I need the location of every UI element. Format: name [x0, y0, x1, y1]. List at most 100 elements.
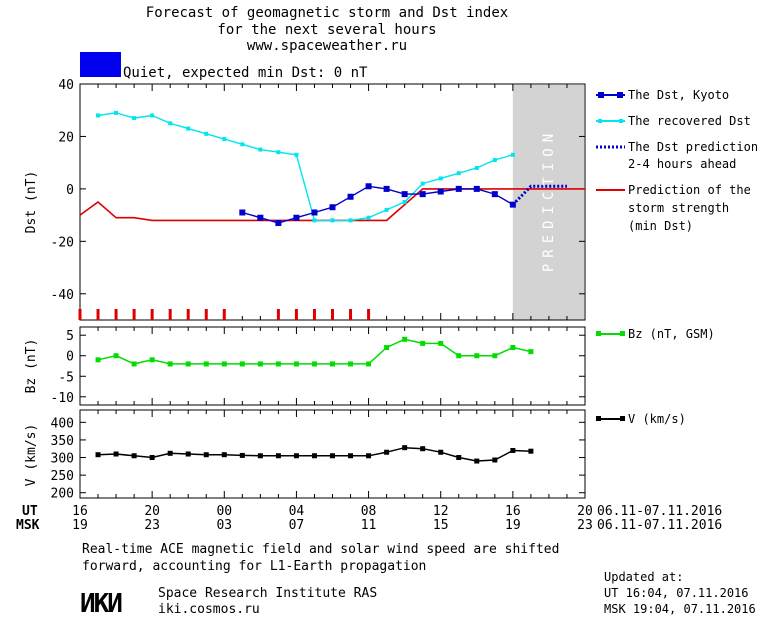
legend-bz-label: Bz (nT, GSM) — [628, 327, 715, 341]
recovered-dst-point — [438, 176, 443, 181]
ut-axis-label: UT — [22, 504, 38, 519]
bz-point — [149, 357, 155, 363]
bz-line — [97, 338, 532, 365]
msk-tick-label: 23 — [577, 518, 593, 533]
dst-y-tick-label: -40 — [51, 288, 74, 303]
ut-date-range: 06.11-07.11.2016 — [597, 504, 722, 519]
v-y-tick-label: 250 — [51, 469, 74, 484]
v-point — [438, 449, 444, 455]
dst-y-tick-label: -20 — [51, 235, 74, 250]
bz-point — [528, 349, 534, 355]
legend-recovered-label: The recovered Dst — [628, 114, 751, 128]
bz-y-tick-label: -10 — [51, 391, 74, 406]
v-point — [203, 452, 209, 458]
legend-recovered-dst: The recovered Dst — [596, 114, 751, 128]
legend-prediction-label-2: 2-4 hours ahead — [628, 157, 736, 171]
updated-ut: UT 16:04, 07.11.2016 — [604, 586, 749, 600]
v-point — [366, 453, 372, 459]
v-point — [149, 455, 155, 461]
legend-storm-strength: Prediction of the storm strength (min Ds… — [596, 183, 751, 233]
v-point — [275, 453, 281, 459]
recovered-dst-point — [474, 165, 479, 170]
dst-kyoto-point — [401, 191, 408, 198]
v-point — [239, 452, 245, 458]
updated-msk: MSK 19:04, 07.11.2016 — [604, 602, 756, 616]
bz-point — [384, 345, 390, 351]
bz-point — [474, 353, 480, 359]
ut-tick-label: 00 — [216, 504, 232, 519]
bz-y-tick-label: 0 — [66, 350, 74, 365]
chart-subtitle: for the next several hours — [217, 22, 436, 38]
bz-point — [510, 345, 516, 351]
dst-kyoto-point — [455, 185, 462, 192]
v-point — [113, 451, 119, 457]
dst-y-tick-label: 20 — [58, 130, 74, 145]
ut-tick-label: 20 — [577, 504, 593, 519]
recovered-dst-point — [240, 142, 245, 147]
legend-storm-label-2: storm strength — [628, 201, 729, 215]
dst-kyoto-point — [419, 191, 426, 198]
v-point — [348, 453, 354, 459]
bz-point — [420, 340, 426, 346]
legend-v: V (km/s) — [596, 412, 686, 426]
bz-point — [257, 361, 263, 367]
recovered-dst-point — [456, 171, 461, 176]
dst-kyoto-point — [293, 214, 300, 221]
status-text: Quiet, expected min Dst: 0 nT — [123, 65, 368, 81]
bz-point — [113, 353, 119, 359]
legend-dst-kyoto-label: The Dst, Kyoto — [628, 88, 729, 102]
bz-point — [293, 361, 299, 367]
v-point — [492, 457, 498, 463]
bz-point — [95, 357, 101, 363]
msk-tick-label: 19 — [505, 518, 521, 533]
v-point — [293, 453, 299, 459]
msk-tick-label: 11 — [361, 518, 377, 533]
recovered-dst-point — [510, 152, 515, 157]
bz-axis-label: Bz (nT) — [24, 339, 39, 394]
dst-y-tick-label: 40 — [58, 78, 74, 93]
chart-title: Forecast of geomagnetic storm and Dst in… — [146, 5, 508, 21]
bz-point — [185, 361, 191, 367]
v-point — [528, 448, 534, 454]
dst-kyoto-point — [365, 183, 372, 190]
v-point — [95, 452, 101, 458]
legend-storm-label-3: (min Dst) — [628, 219, 693, 233]
institute-site[interactable]: iki.cosmos.ru — [158, 602, 260, 617]
bz-panel: -10 -5 0 5 — [51, 326, 586, 406]
legend-storm-label-1: Prediction of the — [628, 183, 751, 197]
recovered-dst-point — [168, 121, 173, 126]
dst-y-tick-label: 0 — [66, 183, 74, 198]
bz-point — [456, 353, 462, 359]
ut-tick-label: 16 — [72, 504, 88, 519]
recovered-dst-point — [330, 218, 335, 223]
dst-axis-label: Dst (nT) — [24, 171, 39, 234]
dst-prediction-line — [511, 184, 567, 206]
v-point — [185, 451, 191, 457]
ut-tick-label: 20 — [144, 504, 160, 519]
v-panel: 200 250 300 350 400 — [51, 409, 586, 502]
msk-date-range: 06.11-07.11.2016 — [597, 518, 722, 533]
msk-tick-label: 23 — [144, 518, 160, 533]
v-point — [510, 447, 516, 453]
bz-y-tick-label: 5 — [66, 329, 74, 344]
site-url[interactable]: www.spaceweather.ru — [247, 38, 407, 54]
bz-point — [438, 340, 444, 346]
legend-v-label: V (km/s) — [628, 412, 686, 426]
dst-panel: -40 -20 0 20 40 — [51, 78, 586, 321]
v-point — [221, 452, 227, 458]
updated-label: Updated at: — [604, 570, 683, 584]
dst-kyoto-point — [437, 188, 444, 195]
note-line-1: Real-time ACE magnetic field and solar w… — [82, 542, 559, 557]
legend-prediction-label-1: The Dst prediction — [628, 140, 758, 154]
dst-kyoto-point — [383, 185, 390, 192]
bz-point — [366, 361, 372, 367]
dst-kyoto-point — [311, 209, 318, 216]
bz-point — [348, 361, 354, 367]
msk-axis-label: MSK — [16, 518, 40, 533]
iki-logo: ИКИ — [80, 589, 122, 619]
bz-point — [330, 361, 335, 367]
legend-dst-prediction: The Dst prediction 2-4 hours ahead — [596, 140, 758, 171]
v-y-tick-label: 300 — [51, 452, 74, 467]
recovered-dst-point — [258, 147, 263, 152]
